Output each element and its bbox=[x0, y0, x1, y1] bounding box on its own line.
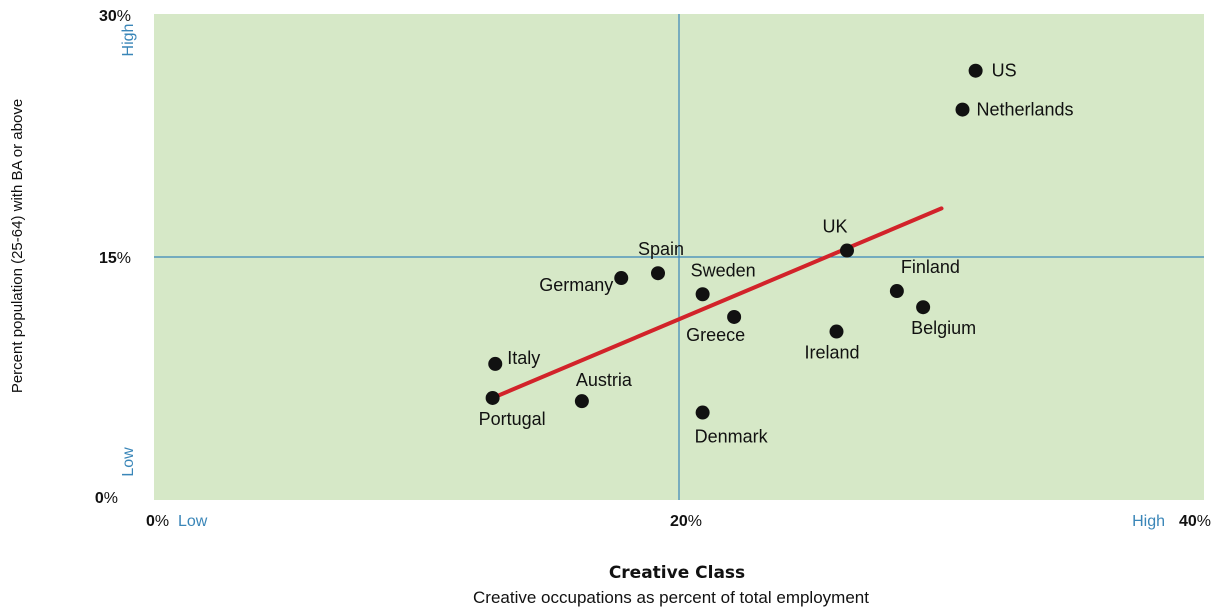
data-point-netherlands bbox=[955, 102, 970, 117]
data-point-sweden bbox=[695, 287, 710, 302]
data-point-greece bbox=[727, 309, 742, 324]
data-point-finland bbox=[889, 284, 904, 299]
points-layer: US Netherlands UK Finland Belgium Ireland Spai… bbox=[479, 61, 1074, 447]
y-tick-label-15: 15% bbox=[99, 250, 131, 267]
x-high-label: High bbox=[1132, 513, 1165, 530]
point-label-uk: UK bbox=[822, 217, 847, 237]
point-label-portugal: Portugal bbox=[479, 409, 546, 429]
y-low-label: Low bbox=[120, 447, 137, 477]
y-axis-title: Percent population (25-64) with BA or ab… bbox=[9, 99, 26, 393]
point-label-spain: Spain bbox=[638, 239, 684, 259]
trend-line bbox=[490, 206, 944, 400]
data-point-spain bbox=[651, 266, 665, 281]
data-point-ireland bbox=[829, 324, 844, 339]
y-tick-label-0: 0% bbox=[95, 490, 118, 507]
point-label-austria: Austria bbox=[576, 370, 633, 390]
point-label-sweden: Sweden bbox=[691, 260, 756, 280]
data-point-us bbox=[968, 63, 983, 78]
data-point-italy bbox=[488, 356, 503, 371]
x-tick-label-40: 40% bbox=[1179, 513, 1211, 530]
x-axis-title: Creative Class bbox=[609, 563, 745, 583]
point-label-germany: Germany bbox=[539, 275, 613, 295]
x-tick-label-20: 20% bbox=[670, 513, 702, 530]
point-label-us: US bbox=[992, 61, 1017, 81]
point-label-ireland: Ireland bbox=[805, 343, 860, 363]
data-point-portugal bbox=[485, 390, 500, 405]
x-tick-label-0: 0% bbox=[146, 513, 169, 530]
data-point-denmark bbox=[695, 405, 710, 420]
point-label-greece: Greece bbox=[686, 325, 745, 345]
point-label-denmark: Denmark bbox=[695, 427, 769, 447]
y-high-label: High bbox=[120, 24, 137, 57]
data-point-austria bbox=[574, 394, 589, 409]
point-label-belgium: Belgium bbox=[911, 318, 976, 338]
x-low-label: Low bbox=[178, 513, 208, 530]
point-label-italy: Italy bbox=[507, 348, 540, 368]
point-label-netherlands: Netherlands bbox=[977, 100, 1074, 120]
point-label-finland: Finland bbox=[901, 257, 960, 277]
data-point-uk bbox=[840, 243, 854, 258]
data-point-germany bbox=[614, 271, 629, 286]
x-axis-subtitle: Creative occupations as percent of total… bbox=[473, 588, 869, 607]
y-tick-label-30: 30% bbox=[99, 8, 131, 25]
data-point-belgium bbox=[916, 300, 931, 315]
